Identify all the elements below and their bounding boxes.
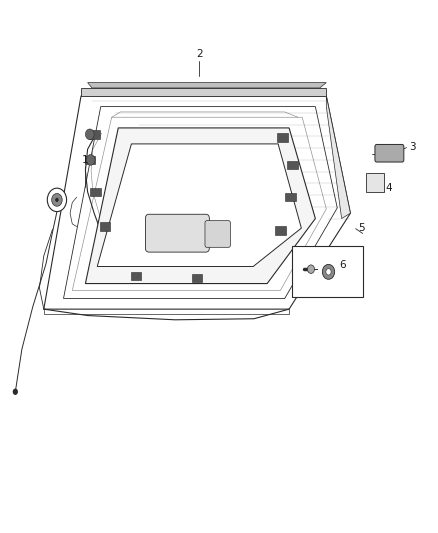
Text: 4: 4 [385, 183, 392, 193]
Bar [131, 272, 141, 280]
Bar [277, 133, 288, 142]
Bar [275, 226, 286, 235]
Circle shape [52, 193, 62, 206]
Polygon shape [85, 128, 315, 284]
Circle shape [85, 129, 94, 140]
Polygon shape [326, 96, 350, 219]
Circle shape [55, 198, 59, 202]
Text: 1: 1 [82, 155, 89, 165]
Polygon shape [88, 83, 326, 88]
Circle shape [326, 269, 331, 275]
Bar [89, 130, 100, 139]
Bar [85, 156, 95, 164]
Text: 3: 3 [409, 142, 416, 151]
Circle shape [13, 389, 18, 395]
FancyBboxPatch shape [292, 246, 363, 297]
Bar [192, 274, 202, 282]
FancyBboxPatch shape [366, 173, 384, 192]
FancyBboxPatch shape [145, 214, 209, 252]
Text: 5: 5 [358, 223, 365, 233]
Bar [100, 222, 110, 231]
Text: 2: 2 [196, 50, 203, 59]
Bar [90, 188, 101, 196]
Text: 6: 6 [339, 261, 346, 270]
Circle shape [86, 155, 95, 165]
FancyBboxPatch shape [375, 144, 404, 162]
Bar [285, 193, 296, 201]
FancyBboxPatch shape [205, 221, 230, 247]
Bar [287, 161, 298, 169]
Polygon shape [97, 144, 301, 266]
Circle shape [47, 188, 67, 212]
Circle shape [307, 265, 314, 273]
Polygon shape [81, 88, 326, 96]
Circle shape [322, 264, 335, 279]
